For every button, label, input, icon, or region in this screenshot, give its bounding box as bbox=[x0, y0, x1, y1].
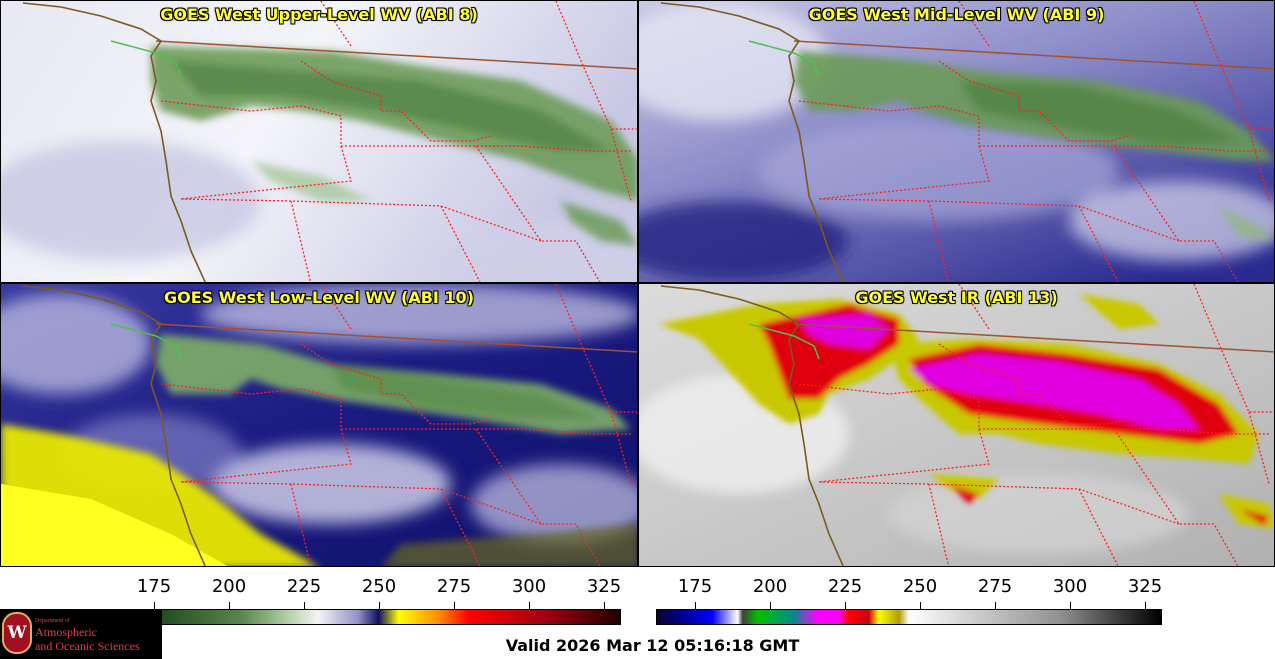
colorbar-tick-label: 275 bbox=[436, 576, 472, 597]
low-level-wv-image bbox=[1, 284, 637, 566]
colorbar-tick-mark bbox=[770, 602, 771, 609]
colorbar-tick-label: 225 bbox=[827, 576, 863, 597]
colorbar-tick-mark bbox=[995, 602, 996, 609]
colorbar-tick-mark bbox=[229, 602, 230, 609]
colorbar-water-vapor bbox=[116, 609, 621, 625]
colorbar-infrared bbox=[656, 609, 1162, 625]
colorbar-tick-mark bbox=[920, 602, 921, 609]
colorbar-tick-label: 175 bbox=[677, 576, 713, 597]
upper-level-wv-image bbox=[1, 1, 637, 282]
ir-image bbox=[639, 284, 1274, 566]
colorbar-tick-mark bbox=[454, 602, 455, 609]
logo-line-1: Atmospheric bbox=[35, 625, 97, 639]
colorbar-tick-label: 225 bbox=[286, 576, 322, 597]
colorbar-tick-label: 200 bbox=[752, 576, 788, 597]
colorbar-tick-mark bbox=[379, 602, 380, 609]
colorbar-tick-mark bbox=[604, 602, 605, 609]
colorbar-tick-label: 300 bbox=[511, 576, 547, 597]
colorbar-tick-mark bbox=[529, 602, 530, 609]
logo-line-2: and Oceanic Sciences bbox=[35, 639, 140, 653]
ir-panel: GOES West IR (ABI 13) bbox=[638, 283, 1275, 567]
aos-logo: W Department of Atmospheric and Oceanic … bbox=[0, 609, 162, 659]
mid-level-wv-image bbox=[639, 1, 1274, 282]
colorbar-tick-mark bbox=[695, 602, 696, 609]
colorbar-tick-mark bbox=[845, 602, 846, 609]
colorbar-tick-label: 325 bbox=[1127, 576, 1163, 597]
panel-title: GOES West Upper-Level WV (ABI 8) bbox=[160, 5, 478, 24]
upper-level-wv-panel: GOES West Upper-Level WV (ABI 8) bbox=[0, 0, 638, 283]
low-level-wv-panel: GOES West Low-Level WV (ABI 10) bbox=[0, 283, 638, 567]
panel-title: GOES West IR (ABI 13) bbox=[855, 288, 1058, 307]
colorbar-tick-label: 250 bbox=[902, 576, 938, 597]
colorbar-tick-label: 325 bbox=[586, 576, 622, 597]
mid-level-wv-panel: GOES West Mid-Level WV (ABI 9) bbox=[638, 0, 1275, 283]
colorbar-tick-label: 175 bbox=[136, 576, 172, 597]
colorbar-tick-mark bbox=[1070, 602, 1071, 609]
colorbar-tick-label: 300 bbox=[1052, 576, 1088, 597]
panel-title: GOES West Mid-Level WV (ABI 9) bbox=[808, 5, 1105, 24]
colorbar-tick-label: 275 bbox=[977, 576, 1013, 597]
colorbar-tick-mark bbox=[154, 602, 155, 609]
colorbar-tick-label: 200 bbox=[211, 576, 247, 597]
uw-seal-icon: W bbox=[2, 612, 32, 654]
panel-title: GOES West Low-Level WV (ABI 10) bbox=[163, 288, 474, 307]
logo-dept-text: Department of bbox=[35, 618, 70, 624]
colorbar-tick-mark bbox=[1145, 602, 1146, 609]
valid-time: Valid 2026 Mar 12 05:16:18 GMT bbox=[505, 636, 800, 655]
colorbar-tick-mark bbox=[304, 602, 305, 609]
colorbar-tick-label: 250 bbox=[361, 576, 397, 597]
